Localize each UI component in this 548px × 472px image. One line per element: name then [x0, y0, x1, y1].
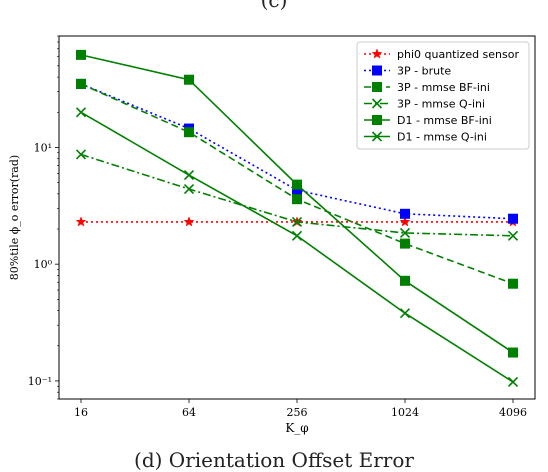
y-tick-label: 10⁰: [34, 258, 53, 271]
data-point: [507, 376, 519, 388]
legend-marker: [372, 115, 382, 125]
y-tick-label: 10⁻¹: [28, 375, 52, 388]
data-point: [507, 230, 519, 241]
series-6: [75, 107, 519, 388]
legend-label: D1 - mmse Q-ini: [397, 131, 487, 144]
data-point: [291, 216, 303, 227]
data-point: [76, 49, 86, 60]
data-point: [183, 216, 195, 227]
data-point: [75, 107, 87, 118]
legend-box: [356, 41, 530, 150]
caption-top: (c): [260, 0, 288, 12]
data-point: [399, 227, 411, 239]
data-point: [183, 169, 195, 181]
legend-label: 3P - brute: [397, 65, 451, 78]
x-axis-label: K_φ: [285, 421, 308, 435]
data-point: [400, 208, 410, 219]
axes-layer: 16 64 256 1024 4096 10⁻¹ 10⁰ 10¹: [28, 35, 527, 419]
x-tick-label: 4096: [499, 406, 527, 419]
data-point: [400, 275, 410, 286]
y-tick-label: 10¹: [34, 141, 52, 154]
legend-marker: [371, 131, 383, 142]
series-line: [80, 111, 514, 383]
data-point: [75, 149, 87, 160]
legend-marker: [372, 82, 382, 92]
data-point: [508, 347, 518, 358]
data-point: [400, 238, 410, 249]
series-layer: [75, 49, 519, 388]
series-4: [75, 149, 519, 241]
legend-label: D1 - mmse BF-ini: [397, 114, 492, 127]
data-point: [183, 183, 195, 195]
x-tick-label: 256: [287, 406, 308, 419]
data-point: [184, 127, 194, 138]
series-5: [76, 49, 518, 358]
data-point: [292, 194, 302, 205]
data-point: [76, 78, 86, 89]
data-point: [291, 230, 303, 241]
y-axis-label: 80%tile ϕ_o error(rad): [8, 155, 21, 280]
data-point: [399, 308, 411, 319]
data-point: [508, 213, 518, 224]
x-tick-label: 1024: [391, 406, 419, 419]
legend-marker: [371, 48, 383, 59]
legend-label: 3P - mmse Q-ini: [397, 98, 485, 111]
data-point: [75, 216, 87, 227]
data-point: [184, 74, 194, 85]
legend-label: 3P - mmse BF-ini: [397, 81, 490, 94]
legend-label: phi0 quantized sensor: [397, 48, 519, 61]
data-point: [292, 179, 302, 190]
x-tick-label: 16: [74, 406, 88, 419]
x-tick-label: 64: [182, 406, 196, 419]
series-3: [76, 78, 518, 289]
data-point: [508, 278, 518, 289]
legend-marker: [372, 65, 382, 76]
legend: phi0 quantized sensor 3P - brute 3P - mmse…: [356, 41, 530, 150]
figure-caption: (d) Orientation Offset Error: [134, 448, 414, 472]
legend-marker: [371, 98, 383, 109]
data-point: [399, 216, 411, 227]
